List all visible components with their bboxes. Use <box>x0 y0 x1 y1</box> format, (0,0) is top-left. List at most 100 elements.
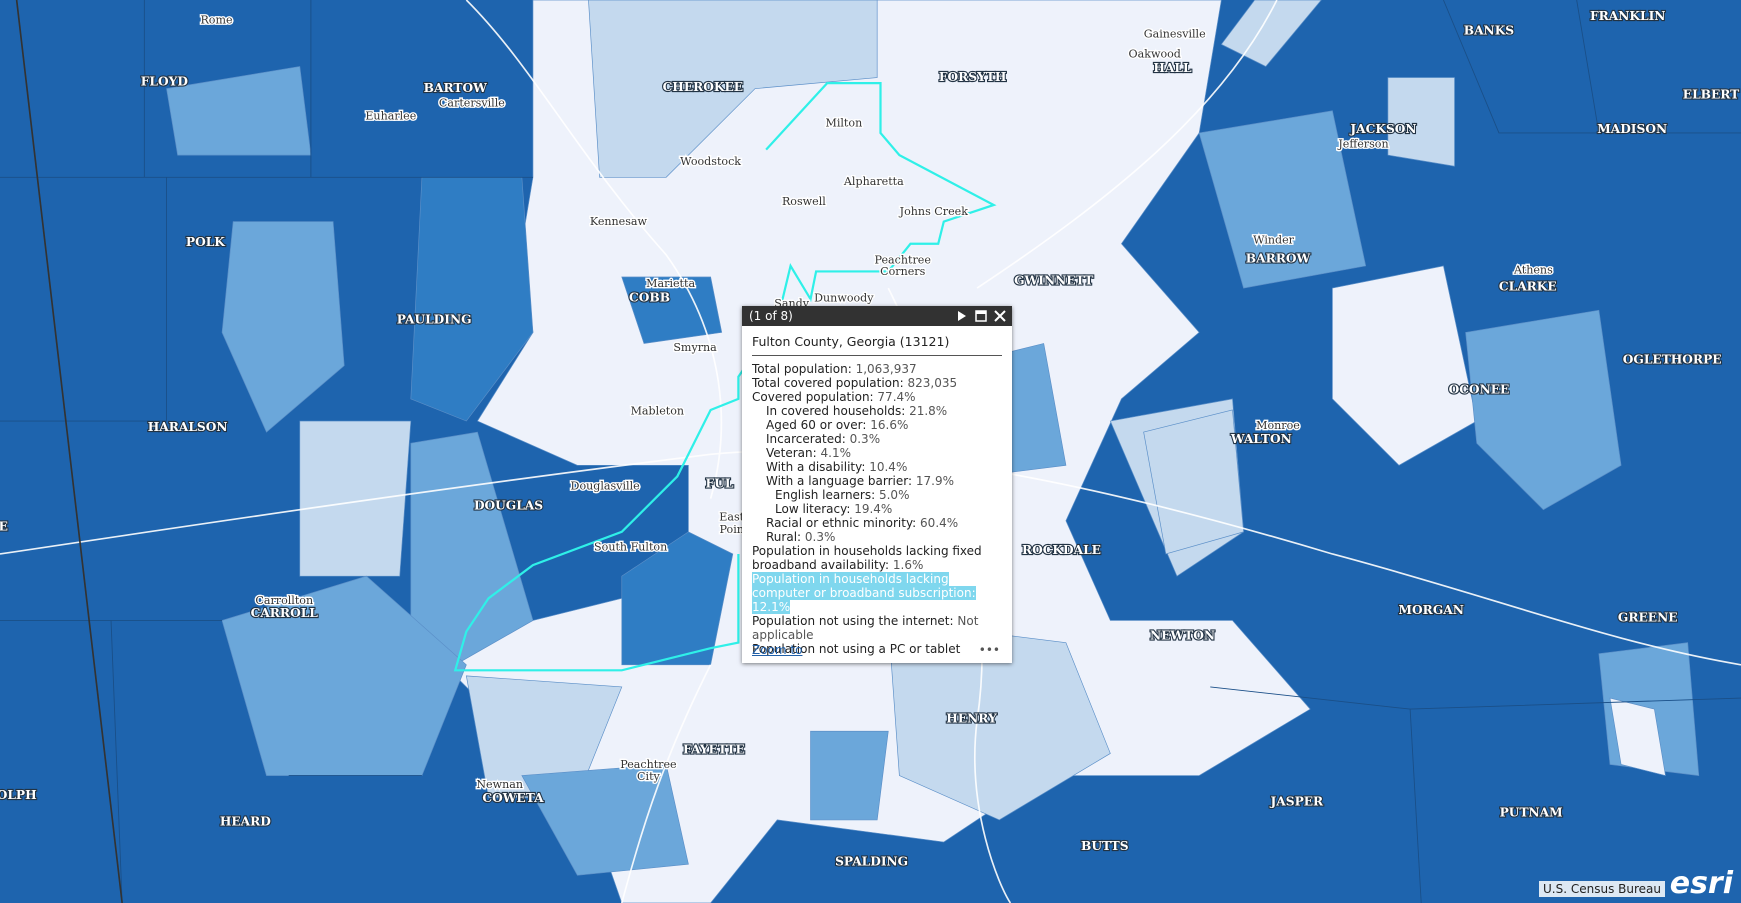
county-label: FLOYD <box>141 74 189 88</box>
popup-field: Veteran: 4.1% <box>752 446 1002 460</box>
popup-header: (1 of 8) <box>742 306 1012 326</box>
place-label: Roswell <box>782 195 826 208</box>
county-label: E <box>0 520 8 534</box>
place-label: Jefferson <box>1337 137 1388 150</box>
field-value: 0.3% <box>849 432 881 446</box>
county-label: CHEROKEE <box>663 80 744 94</box>
field-value: 21.8% <box>909 404 948 418</box>
field-label: Population in households lacking fixed b… <box>752 544 982 572</box>
county-label: ROCKDALE <box>1022 543 1101 557</box>
place-label: Dunwoody <box>814 291 874 304</box>
place-label: Johns Creek <box>899 205 969 218</box>
field-label: Low literacy: <box>775 502 851 516</box>
popup-field: Population not using the internet: Not a… <box>752 614 1002 642</box>
county-label: CLARKE <box>1499 279 1557 293</box>
popup-pager: (1 of 8) <box>749 309 793 323</box>
county-label: BARROW <box>1246 252 1311 266</box>
popup-field: Total population: 1,063,937 <box>752 362 1002 376</box>
county-label: BANKS <box>1464 23 1515 37</box>
county-label: NEWTON <box>1150 628 1215 642</box>
field-value: 1.6% <box>892 558 924 572</box>
county-label: BUTTS <box>1081 839 1129 853</box>
place-label: Gainesville <box>1144 28 1206 41</box>
county-label: HALL <box>1153 61 1192 75</box>
popup-fields: Total population: 1,063,937 Total covered… <box>742 356 1012 656</box>
place-label: Oakwood <box>1129 48 1181 61</box>
more-button[interactable]: ••• <box>978 643 1000 657</box>
field-label: Aged 60 or over: <box>766 418 867 432</box>
place-label: Euharlee <box>365 110 416 123</box>
field-label: Population not using the internet: <box>752 614 954 628</box>
zoom-link[interactable]: Zoom to <box>752 643 803 657</box>
attribution: U.S. Census Bureau <box>1539 881 1665 897</box>
county-label: JACKSON <box>1349 122 1416 136</box>
county-label: PAULDING <box>397 313 472 327</box>
popup-field: English learners: 5.0% <box>752 488 1002 502</box>
place-label: Rome <box>200 13 232 26</box>
county-label: BARTOW <box>424 81 487 95</box>
place-label: City <box>637 770 660 783</box>
county-label: JASPER <box>1270 795 1325 809</box>
popup-title: Fulton County, Georgia (13121) <box>752 334 1002 356</box>
field-value: Not applicable <box>752 614 979 642</box>
popup-field: Racial or ethnic minority: 60.4% <box>752 516 1002 530</box>
field-label: English learners: <box>775 488 876 502</box>
place-label: Peachtree <box>875 254 931 267</box>
place-label: Carrollton <box>255 594 313 607</box>
place-label: Newnan <box>476 778 523 791</box>
place-label: Monroe <box>1256 419 1300 432</box>
county-label: WALTON <box>1230 432 1292 446</box>
county-label: HEARD <box>220 814 271 828</box>
popup-field: Incarcerated: 0.3% <box>752 432 1002 446</box>
county-label: FAYETTE <box>683 742 745 756</box>
field-value: 19.4% <box>854 502 893 516</box>
county-label: ELBERT <box>1683 88 1739 102</box>
field-label: In covered households: <box>766 404 906 418</box>
field-value: 10.4% <box>869 460 908 474</box>
county-label: OGLETHORPE <box>1623 352 1722 366</box>
county-label: HARALSON <box>148 420 228 434</box>
field-label: With a language barrier: <box>766 474 913 488</box>
county-label: GREENE <box>1618 611 1678 625</box>
field-label: Incarcerated: <box>766 432 846 446</box>
field-label: With a disability: <box>766 460 866 474</box>
county-label: FRANKLIN <box>1590 9 1665 23</box>
county-label: MADISON <box>1597 122 1667 136</box>
dock-button[interactable] <box>975 310 987 322</box>
place-label: Poin <box>720 523 744 536</box>
popup-field: Low literacy: 19.4% <box>752 502 1002 516</box>
county-label: DOUGLAS <box>474 499 543 513</box>
place-label: Alpharetta <box>843 175 904 188</box>
popup: (1 of 8) Fulton County, Georgia (13121) … <box>742 306 1012 663</box>
county-label: PUTNAM <box>1500 806 1563 820</box>
field-value: 16.6% <box>870 418 909 432</box>
next-button[interactable] <box>957 310 967 322</box>
field-value: 823,035 <box>907 376 958 390</box>
county-label: COWETA <box>482 791 544 805</box>
popup-field: Aged 60 or over: 16.6% <box>752 418 1002 432</box>
county-label: SPALDING <box>835 854 908 868</box>
field-value: 60.4% <box>920 516 959 530</box>
place-label: Douglasville <box>571 480 640 493</box>
field-value: 77.4% <box>877 390 916 404</box>
county-label: OLPH <box>0 788 37 802</box>
close-button[interactable] <box>994 310 1006 322</box>
field-label: Total population: <box>752 362 852 376</box>
place-label: Milton <box>825 116 862 129</box>
field-value: 0.3% <box>804 530 836 544</box>
field-label: Population not using a PC or tablet <box>752 642 961 656</box>
popup-field: Population in households lacking fixed b… <box>752 544 1002 572</box>
field-label: Total covered population: <box>752 376 904 390</box>
county-label: FORSYTH <box>939 70 1007 84</box>
popup-field: Rural: 0.3% <box>752 530 1002 544</box>
field-label: Racial or ethnic minority: <box>766 516 917 530</box>
place-label: Peachtree <box>620 758 676 771</box>
field-value: 5.0% <box>878 488 910 502</box>
field-value: 17.9% <box>915 474 954 488</box>
popup-field: With a language barrier: 17.9% <box>752 474 1002 488</box>
county-label: CARROLL <box>251 606 319 620</box>
county-label: MORGAN <box>1399 603 1464 617</box>
popup-field: Covered population: 77.4% <box>752 390 1002 404</box>
